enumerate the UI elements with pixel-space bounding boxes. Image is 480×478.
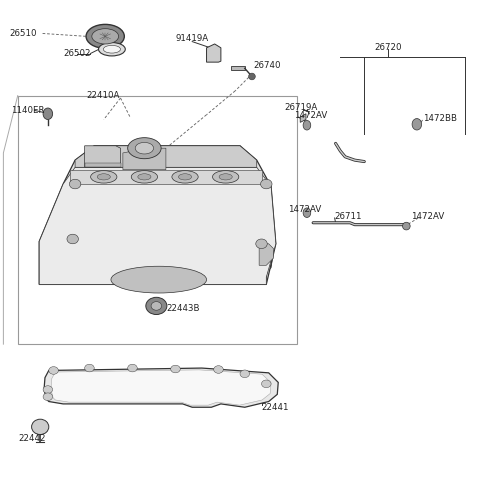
Ellipse shape — [84, 364, 94, 372]
Polygon shape — [84, 163, 120, 167]
Ellipse shape — [128, 138, 161, 159]
Text: 1472BB: 1472BB — [422, 114, 456, 122]
Ellipse shape — [91, 171, 117, 183]
Ellipse shape — [43, 386, 53, 393]
Bar — [18, 96, 298, 344]
Text: 22441: 22441 — [262, 403, 289, 412]
Polygon shape — [206, 44, 221, 62]
Text: 22443B: 22443B — [167, 304, 200, 313]
Ellipse shape — [262, 380, 271, 388]
Ellipse shape — [49, 367, 59, 374]
Polygon shape — [39, 146, 276, 284]
Ellipse shape — [219, 174, 232, 180]
Text: 26502: 26502 — [63, 49, 91, 58]
Text: 26740: 26740 — [253, 62, 281, 70]
Polygon shape — [231, 66, 245, 70]
Ellipse shape — [240, 370, 250, 378]
Text: 26720: 26720 — [374, 43, 402, 52]
Ellipse shape — [86, 24, 124, 48]
Polygon shape — [39, 167, 276, 284]
Ellipse shape — [171, 365, 180, 373]
Ellipse shape — [135, 142, 154, 154]
Text: 1472AV: 1472AV — [294, 111, 327, 120]
Ellipse shape — [69, 179, 81, 189]
Ellipse shape — [249, 73, 255, 80]
Text: 26711: 26711 — [335, 212, 362, 220]
Ellipse shape — [146, 297, 167, 315]
Ellipse shape — [131, 171, 157, 183]
Polygon shape — [84, 146, 120, 167]
Ellipse shape — [97, 174, 110, 180]
Text: 91419A: 91419A — [176, 34, 209, 43]
Ellipse shape — [43, 393, 53, 401]
Text: 1472AV: 1472AV — [288, 205, 321, 214]
Ellipse shape — [92, 29, 119, 44]
Ellipse shape — [261, 179, 272, 189]
Ellipse shape — [213, 171, 239, 183]
Ellipse shape — [43, 108, 53, 120]
Polygon shape — [70, 170, 262, 184]
Text: 1472AV: 1472AV — [411, 212, 444, 220]
Polygon shape — [63, 241, 274, 272]
Polygon shape — [259, 244, 274, 265]
Ellipse shape — [128, 364, 137, 372]
Ellipse shape — [67, 234, 78, 244]
Ellipse shape — [179, 174, 192, 180]
Ellipse shape — [303, 120, 311, 130]
Ellipse shape — [172, 171, 198, 183]
Polygon shape — [75, 146, 257, 167]
Text: 1140ER: 1140ER — [11, 106, 44, 115]
Ellipse shape — [303, 208, 311, 217]
Ellipse shape — [214, 366, 223, 373]
Text: 22442: 22442 — [18, 435, 46, 443]
Polygon shape — [39, 241, 271, 284]
Text: 26510: 26510 — [9, 29, 37, 38]
Ellipse shape — [256, 239, 267, 249]
Polygon shape — [44, 368, 278, 407]
Ellipse shape — [103, 45, 120, 53]
Ellipse shape — [403, 222, 410, 230]
Ellipse shape — [151, 302, 162, 310]
Polygon shape — [300, 114, 306, 122]
Polygon shape — [123, 148, 166, 170]
Polygon shape — [51, 370, 271, 405]
Ellipse shape — [98, 43, 125, 56]
Text: 26719A: 26719A — [285, 103, 318, 112]
Text: 22410A: 22410A — [86, 91, 120, 100]
Ellipse shape — [111, 266, 206, 293]
Ellipse shape — [138, 174, 151, 180]
Ellipse shape — [32, 419, 49, 435]
Ellipse shape — [412, 119, 421, 130]
Polygon shape — [39, 272, 266, 284]
